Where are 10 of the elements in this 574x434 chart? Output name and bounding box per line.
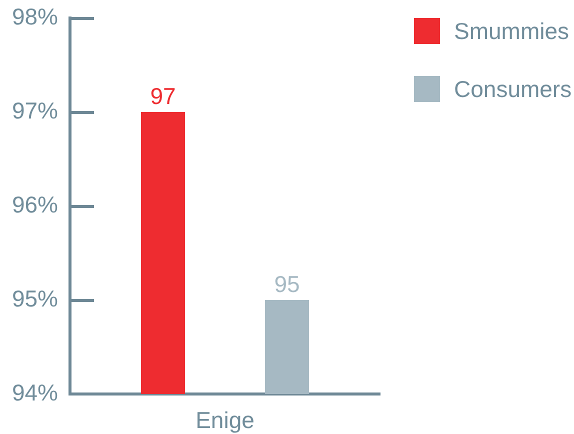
legend-label: Consumers [454, 76, 572, 102]
y-tick-label: 96% [12, 191, 58, 218]
data-label: 97 [150, 82, 176, 109]
data-label: 95 [274, 270, 300, 297]
legend-label: Smummies [454, 18, 570, 44]
y-tick-label: 94% [12, 379, 58, 406]
y-tick-label: 97% [12, 97, 58, 124]
y-tick-label: 95% [12, 285, 58, 312]
x-tick-label: Enige [196, 407, 254, 434]
y-tick-label: 98% [12, 3, 58, 30]
